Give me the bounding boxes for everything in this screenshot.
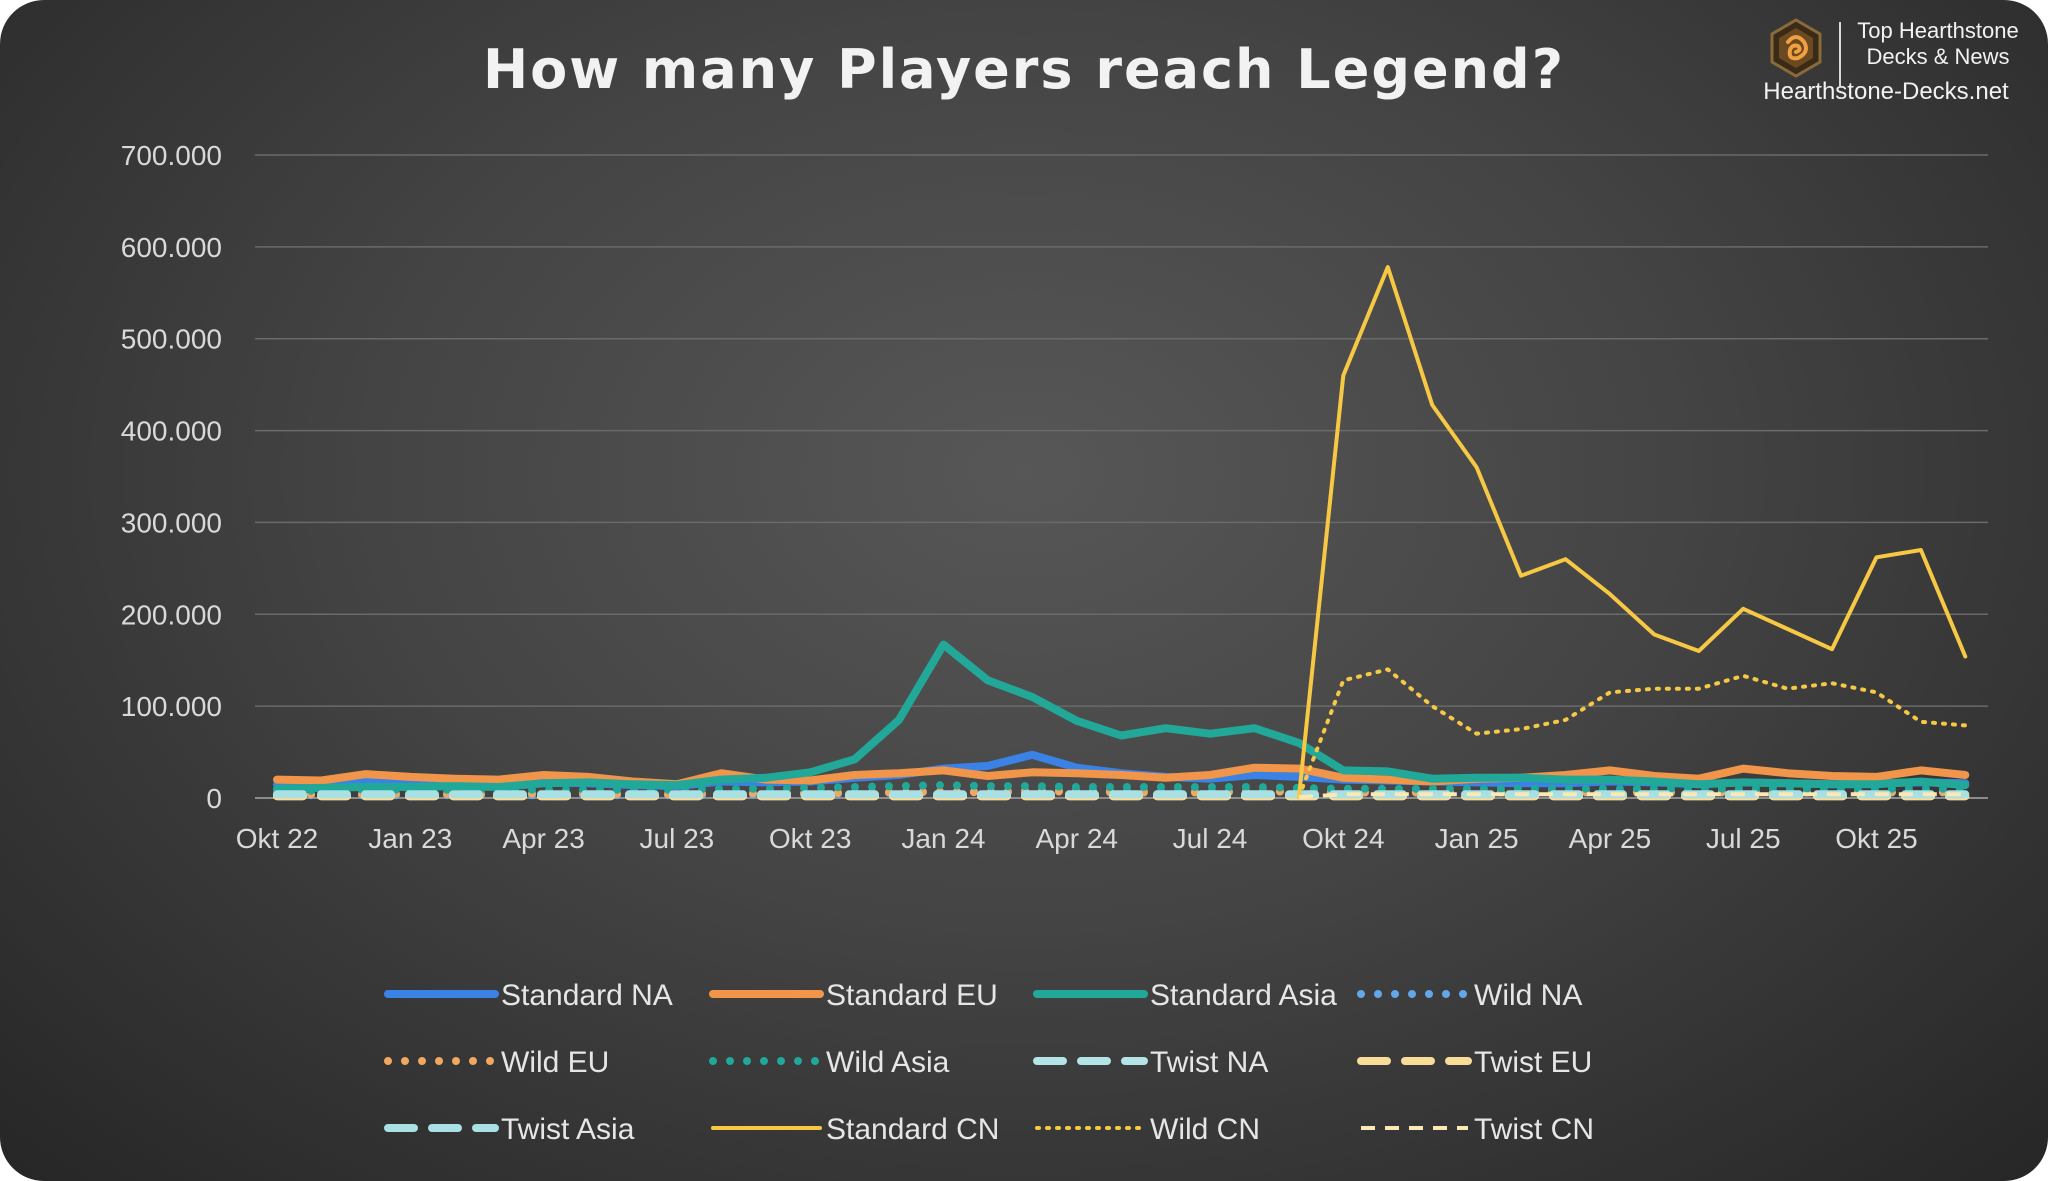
series-line-twist-cn (1298, 792, 1966, 800)
legend-label-twist-cn: Twist CN (1474, 1113, 1594, 1146)
x-tick-label: Jul 25 (1706, 823, 1781, 854)
y-tick-label: 400.000 (121, 416, 222, 447)
legend-label-wild-eu: Wild EU (501, 1046, 609, 1079)
brand-tagline-2: Decks & News (1866, 44, 2010, 69)
series-line-standard-cn (1296, 265, 1968, 800)
x-tick-label: Jul 23 (640, 823, 715, 854)
x-tick-label: Okt 22 (236, 823, 318, 854)
series-line-standard-asia (273, 640, 1970, 793)
legend: Standard NA Standard EU Standard Asia Wild … (384, 979, 1594, 1146)
legend-label-standard-cn: Standard CN (826, 1113, 999, 1146)
y-tick-label: 200.000 (121, 599, 222, 630)
legend-label-wild-asia: Wild Asia (826, 1046, 950, 1079)
legend-label-standard-eu: Standard EU (826, 979, 998, 1012)
x-tick-label: Jan 25 (1435, 823, 1519, 854)
brand-block[interactable]: Top Hearthstone Decks & News Hearthstone… (1746, 14, 2026, 114)
y-tick-label: 700.000 (121, 140, 222, 171)
x-tick-label: Apr 24 (1035, 823, 1118, 854)
legend-label-standard-asia: Standard Asia (1150, 979, 1337, 1012)
hearthstone-logo-icon (1770, 18, 1822, 78)
x-tick-label: Jan 23 (368, 823, 452, 854)
legend-label-twist-asia: Twist Asia (501, 1113, 635, 1146)
series-line-wild-cn (1296, 667, 1968, 800)
x-tick-label: Okt 23 (769, 823, 851, 854)
x-tick-label: Jan 24 (901, 823, 985, 854)
x-tick-label: Apr 25 (1569, 823, 1652, 854)
x-axis-ticks: Okt 22 Jan 23 Apr 23 Jul 23 Okt 23 Jan 24 Apr … (236, 823, 1918, 854)
series-line-standard-eu (273, 763, 1970, 789)
legend-label-wild-cn: Wild CN (1150, 1113, 1260, 1146)
x-tick-label: Apr 23 (502, 823, 585, 854)
y-axis-ticks: 0 100.000 200.000 300.000 400.000 500.000 600.… (121, 140, 222, 814)
series-lines (273, 265, 1970, 801)
legend-label-wild-na: Wild NA (1474, 979, 1582, 1012)
y-tick-label: 500.000 (121, 324, 222, 355)
y-tick-label: 300.000 (121, 507, 222, 538)
y-tick-label: 100.000 (121, 691, 222, 722)
brand-tagline-1: Top Hearthstone (1857, 18, 2019, 43)
x-tick-label: Okt 25 (1835, 823, 1917, 854)
x-tick-label: Jul 24 (1173, 823, 1248, 854)
grid-lines (255, 154, 1988, 799)
y-tick-label: 600.000 (121, 232, 222, 263)
brand-site-link[interactable]: Hearthstone-Decks.net (1763, 78, 2009, 105)
legend-label-twist-na: Twist NA (1150, 1046, 1268, 1079)
y-tick-label: 0 (206, 783, 222, 814)
legend-label-standard-na: Standard NA (501, 979, 673, 1012)
x-tick-label: Okt 24 (1302, 823, 1384, 854)
chart-title: How many Players reach Legend? (482, 38, 1566, 101)
series-line-wild-asia (273, 781, 1970, 795)
legend-label-twist-eu: Twist EU (1474, 1046, 1592, 1079)
brand-divider (1839, 22, 1841, 86)
